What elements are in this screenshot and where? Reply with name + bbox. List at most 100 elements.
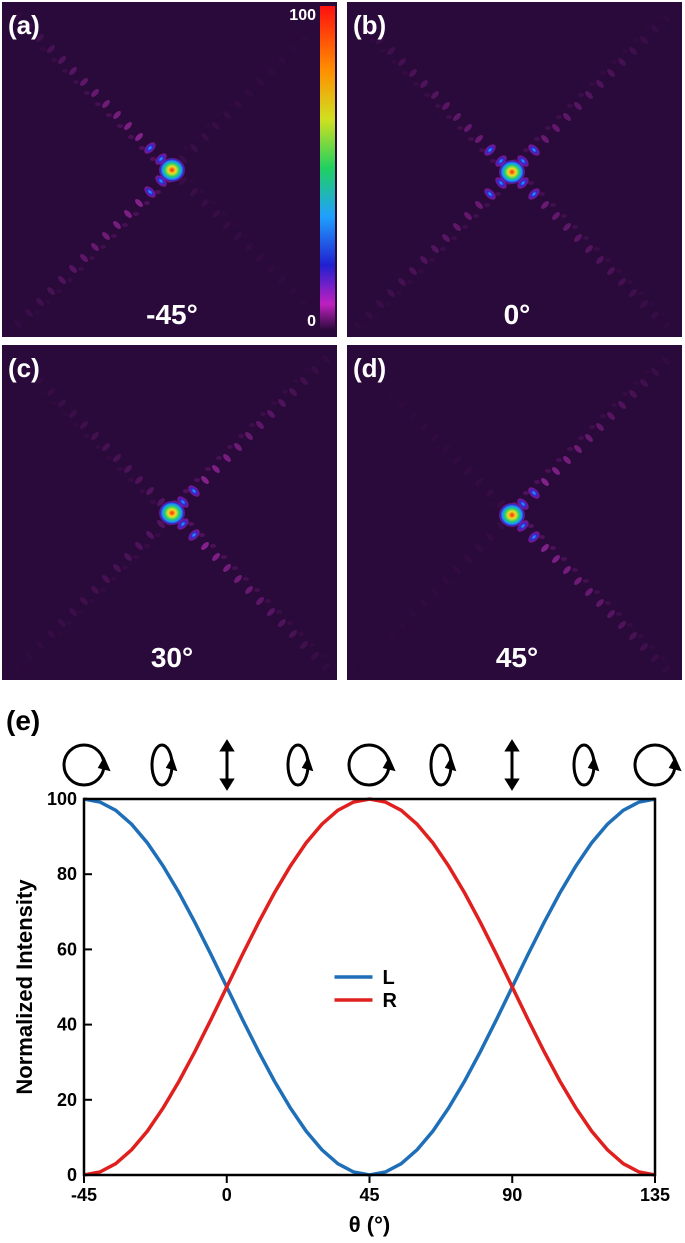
side-lobe [144, 201, 150, 205]
lobe [80, 421, 88, 429]
side-lobe [221, 555, 227, 559]
lobe [212, 122, 220, 130]
lobe [267, 608, 275, 616]
lobe [223, 221, 231, 229]
lobe [618, 621, 626, 629]
panel-label: (b) [353, 10, 386, 40]
lobe [177, 518, 189, 530]
lobe [528, 144, 540, 156]
side-lobe [473, 557, 479, 561]
side-lobe [468, 480, 474, 484]
image-panel: (c) 30° [2, 345, 337, 680]
side-lobe [282, 390, 288, 394]
side-lobe [363, 324, 369, 328]
lobe [574, 445, 582, 453]
lobe [113, 564, 121, 572]
x-tick-label: 90 [502, 1185, 522, 1205]
lobe [563, 223, 571, 231]
side-lobe [545, 469, 551, 473]
side-lobe [622, 392, 628, 396]
side-lobe [34, 654, 40, 658]
side-lobe [51, 58, 57, 62]
lobe [201, 199, 209, 207]
side-lobe [254, 588, 260, 592]
lobe [453, 566, 461, 574]
side-lobe [309, 643, 315, 647]
lobe [144, 142, 156, 154]
lobe [91, 89, 99, 97]
lobe [528, 531, 540, 543]
lobe [256, 597, 264, 605]
side-lobe [561, 214, 567, 218]
side-lobe [320, 654, 326, 658]
lobe [596, 256, 604, 264]
side-lobe [45, 300, 51, 304]
lobe [135, 133, 143, 141]
lobe [47, 388, 55, 396]
lobe [442, 102, 450, 110]
side-lobe [660, 313, 666, 317]
side-lobe [155, 533, 161, 537]
side-lobe [644, 370, 650, 374]
lobe [574, 577, 582, 585]
side-lobe [638, 291, 644, 295]
lobe [25, 23, 33, 31]
side-lobe [73, 423, 79, 427]
side-lobe [523, 491, 529, 495]
lobe [47, 630, 55, 638]
side-lobe [600, 71, 606, 75]
y-tick-label: 20 [57, 1090, 77, 1110]
lobe [517, 498, 529, 510]
side-lobe [210, 544, 216, 548]
lobe [453, 223, 461, 231]
side-lobe [413, 82, 419, 86]
series-line [83, 797, 656, 1177]
side-lobe [100, 245, 106, 249]
lobe [234, 575, 242, 583]
side-lobe [534, 480, 540, 484]
lobe [179, 177, 187, 185]
lobe [541, 135, 549, 143]
side-lobe [385, 302, 391, 306]
side-lobe [594, 590, 600, 594]
polarization-icons [62, 739, 682, 791]
lobe [464, 467, 472, 475]
central-spot [499, 503, 525, 527]
lobe [453, 456, 461, 464]
side-lobe [183, 489, 189, 493]
panel-angle: 45° [496, 642, 538, 673]
side-lobe [216, 456, 222, 460]
side-lobe [605, 601, 611, 605]
side-lobe [249, 80, 255, 84]
side-lobe [424, 436, 430, 440]
lobe [629, 390, 637, 398]
lobe [69, 608, 77, 616]
side-lobe [128, 478, 134, 482]
lobe [300, 641, 308, 649]
central-spot [499, 160, 525, 184]
lobe [135, 476, 143, 484]
lobe [256, 421, 264, 429]
lobe [585, 91, 593, 99]
side-lobe [18, 25, 24, 29]
side-lobe [627, 280, 633, 284]
side-lobe [407, 280, 413, 284]
lobe [541, 201, 549, 209]
side-lobe [638, 634, 644, 638]
side-lobe [95, 445, 101, 449]
side-lobe [655, 359, 661, 363]
side-lobe [369, 38, 375, 42]
lobe [190, 144, 198, 152]
x-tick-label: -45 [71, 1185, 97, 1205]
lobe [629, 632, 637, 640]
panel-label: (a) [8, 10, 40, 40]
side-lobe [611, 60, 617, 64]
lobe [563, 566, 571, 574]
lobe [69, 67, 77, 75]
x-axis-label: θ (°) [349, 1212, 390, 1237]
side-lobe [238, 91, 244, 95]
lobe [69, 410, 77, 418]
y-tick-label: 40 [57, 1015, 77, 1035]
side-lobe [117, 467, 123, 471]
lobe [322, 663, 330, 671]
